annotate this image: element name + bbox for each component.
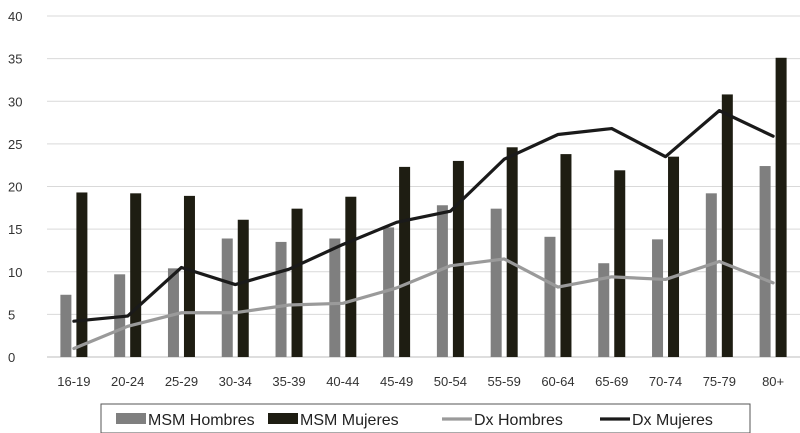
- bar-msm-hombres: [759, 166, 771, 357]
- y-tick-label: 40: [8, 9, 22, 24]
- bar-msm-hombres: [275, 241, 287, 357]
- legend-label-dx-hombres: Dx Hombres: [474, 412, 563, 429]
- bar-msm-mujeres: [452, 160, 464, 357]
- bar-msm-hombres: [167, 268, 179, 357]
- y-tick-label: 5: [8, 307, 15, 322]
- bar-msm-hombres: [652, 239, 664, 357]
- y-tick-label: 0: [8, 350, 15, 365]
- bar-msm-mujeres: [775, 57, 787, 358]
- bar-msm-mujeres: [614, 170, 626, 357]
- x-tick-label: 16-19: [57, 374, 90, 389]
- x-tick-label: 70-74: [649, 374, 682, 389]
- y-tick-label: 20: [8, 180, 22, 195]
- x-tick-label: 75-79: [703, 374, 736, 389]
- bar-msm-hombres: [490, 208, 502, 357]
- legend-label-dx-mujeres: Dx Mujeres: [632, 412, 713, 429]
- x-tick-label: 45-49: [380, 374, 413, 389]
- bar-msm-mujeres: [506, 147, 518, 357]
- x-tick-label: 40-44: [326, 374, 359, 389]
- bar-msm-hombres: [544, 236, 556, 357]
- bar-msm-hombres: [705, 193, 717, 357]
- x-tick-label: 20-24: [111, 374, 144, 389]
- x-tick-label: 60-64: [541, 374, 574, 389]
- x-tick-label: 50-54: [434, 374, 467, 389]
- bar-msm-mujeres: [76, 192, 88, 357]
- bar-msm-mujeres: [237, 219, 249, 357]
- bar-msm-hombres: [436, 205, 448, 357]
- x-tick-label: 35-39: [272, 374, 305, 389]
- y-tick-label: 15: [8, 222, 22, 237]
- legend-swatch-msm-mujeres: [268, 413, 298, 424]
- legend-box: [100, 403, 751, 433]
- bar-msm-mujeres: [183, 195, 195, 357]
- bar-msm-mujeres: [345, 196, 357, 357]
- bar-msm-mujeres: [291, 208, 303, 357]
- bar-msm-hombres: [598, 263, 610, 357]
- y-tick-label: 35: [8, 52, 22, 67]
- x-tick-label: 25-29: [165, 374, 198, 389]
- bar-msm-mujeres: [399, 166, 411, 357]
- bar-msm-mujeres: [668, 156, 680, 357]
- y-tick-label: 25: [8, 137, 22, 152]
- x-tick-label: 55-59: [488, 374, 521, 389]
- bar-msm-hombres: [383, 227, 395, 357]
- y-tick-label: 10: [8, 265, 22, 280]
- legend-label-msm-mujeres: MSM Mujeres: [300, 412, 399, 429]
- x-tick-label: 65-69: [595, 374, 628, 389]
- bar-msm-mujeres: [721, 94, 733, 358]
- bar-msm-hombres: [221, 238, 233, 357]
- bar-msm-hombres: [60, 294, 72, 357]
- line-dx-mujeres: [72, 109, 775, 323]
- bar-msm-mujeres: [560, 154, 572, 357]
- legend-label-msm-hombres: MSM Hombres: [148, 412, 255, 429]
- x-tick-label: 80+: [762, 374, 784, 389]
- bar-msm-hombres: [329, 238, 341, 357]
- y-tick-label: 30: [8, 94, 22, 109]
- line-dx-hombres: [72, 257, 775, 351]
- bar-msm-mujeres: [130, 193, 142, 357]
- x-tick-label: 30-34: [219, 374, 252, 389]
- legend-swatch-msm-hombres: [116, 413, 146, 424]
